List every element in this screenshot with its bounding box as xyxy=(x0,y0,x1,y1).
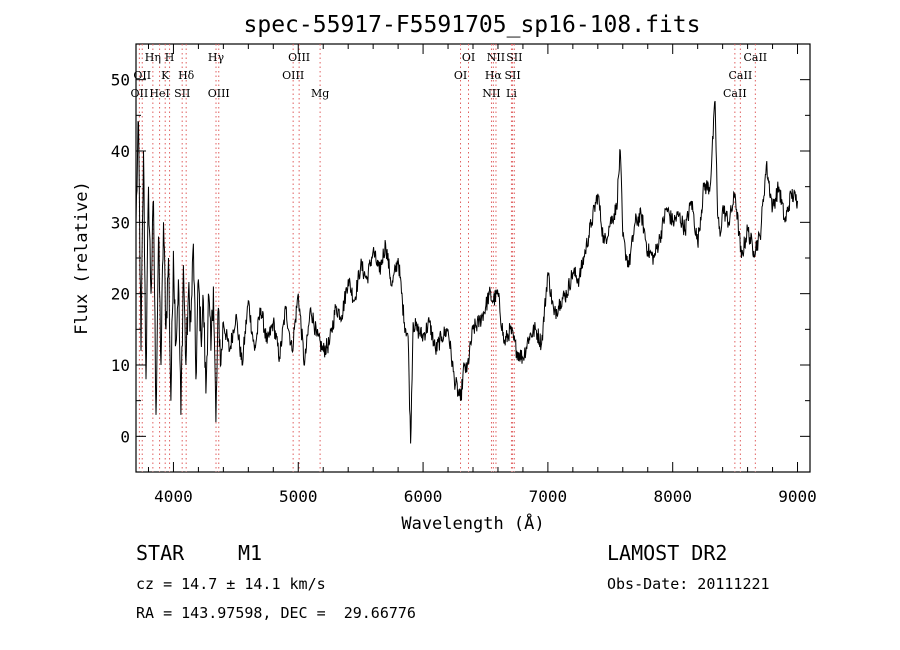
y-tick-label-2: 20 xyxy=(111,285,130,304)
y-axis-label: Flux (relative) xyxy=(72,181,92,335)
line-label-9: OIII xyxy=(208,87,230,100)
chart-title: spec-55917-F5591705_sp16-108.fits xyxy=(244,12,701,38)
spectral-line-labels: OII OII Hη HeI KH SII Hδ Hγ OIII OIII OIII Mg OI OI NI… xyxy=(131,51,768,100)
line-label-17: NII xyxy=(487,51,505,64)
line-label-16: Hα xyxy=(485,69,503,82)
line-label-22: CaII xyxy=(729,69,753,82)
survey-name: LAMOST DR2 xyxy=(607,541,728,565)
line-label-10: OIII xyxy=(282,69,304,82)
line-label-23: CaII xyxy=(743,51,767,64)
x-tick-label-0: 4000 xyxy=(154,487,193,506)
line-label-1: OII xyxy=(133,69,151,82)
line-label-5: H xyxy=(165,51,175,64)
line-label-12: Mg xyxy=(311,87,329,100)
x-tick-label-4: 8000 xyxy=(653,487,692,506)
line-label-19: SII xyxy=(504,69,520,82)
coordinates: RA = 143.97598, DEC = 29.66776 xyxy=(136,604,416,622)
line-label-0: OII xyxy=(131,87,149,100)
line-label-14: OI xyxy=(462,51,475,64)
line-label-18: Li xyxy=(506,87,517,100)
line-label-21: CaII xyxy=(723,87,747,100)
object-class: STAR xyxy=(136,541,185,565)
observation-date: Obs-Date: 20111221 xyxy=(607,575,770,593)
x-tick-label-5: 9000 xyxy=(778,487,817,506)
line-label-13: OI xyxy=(454,69,467,82)
object-subclass: M1 xyxy=(238,541,263,565)
spectral-line-markers xyxy=(138,44,756,472)
x-tick-label-3: 7000 xyxy=(529,487,568,506)
y-tick-label-5: 50 xyxy=(111,71,130,90)
y-axis-ticks: 0 10 20 30 40 50 xyxy=(111,43,810,473)
line-label-8: Hγ xyxy=(208,51,225,64)
y-tick-label-0: 0 xyxy=(120,427,130,446)
x-tick-label-2: 6000 xyxy=(404,487,443,506)
x-tick-label-1: 5000 xyxy=(279,487,318,506)
line-label-6: SII xyxy=(174,87,190,100)
line-label-15: NII xyxy=(482,87,500,100)
line-label-2: Hη xyxy=(145,51,161,64)
x-axis-ticks: 4000 5000 6000 7000 8000 9000 xyxy=(147,44,817,506)
spectrum-line xyxy=(135,100,798,444)
line-label-11: OIII xyxy=(288,51,310,64)
line-label-20: SII xyxy=(506,51,522,64)
y-tick-label-4: 40 xyxy=(111,142,130,161)
line-label-3: HeI xyxy=(149,87,169,100)
line-label-4: K xyxy=(161,69,170,82)
y-tick-label-3: 30 xyxy=(111,213,130,232)
plot-frame xyxy=(135,43,811,473)
redshift-velocity: cz = 14.7 ± 14.1 km/s xyxy=(136,575,326,593)
line-label-7: Hδ xyxy=(178,69,195,82)
y-tick-label-1: 10 xyxy=(111,356,130,375)
x-axis-label: Wavelength (Å) xyxy=(401,512,544,534)
